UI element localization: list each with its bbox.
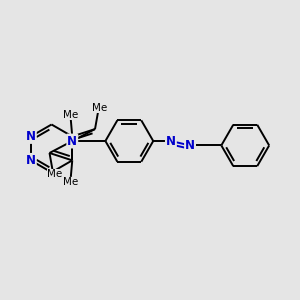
Text: N: N <box>26 130 36 143</box>
Text: N: N <box>166 134 176 148</box>
Text: Me: Me <box>92 103 107 113</box>
Text: N: N <box>185 139 195 152</box>
Text: N: N <box>26 154 36 167</box>
Text: Me: Me <box>46 169 62 179</box>
Text: N: N <box>67 134 77 148</box>
Text: Me: Me <box>63 110 78 120</box>
Text: Me: Me <box>63 177 78 187</box>
